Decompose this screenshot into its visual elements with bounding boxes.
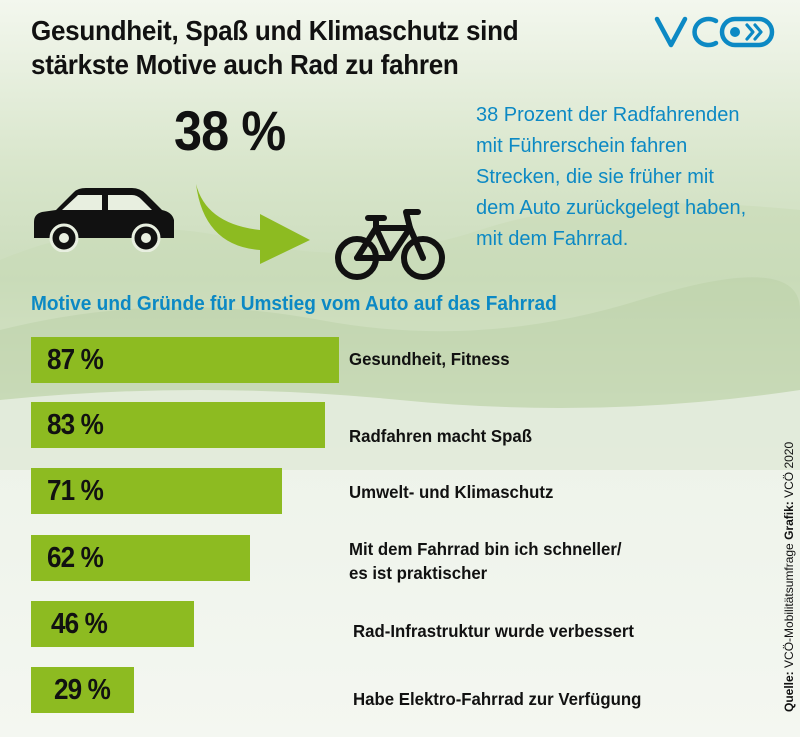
category-label: Rad-Infrastruktur wurde verbessert xyxy=(353,621,635,641)
car-icon xyxy=(34,188,174,252)
category-label: Habe Elektro-Fahrrad zur Verfügung xyxy=(353,689,642,709)
chart-title: Motive und Gründe für Umstieg vom Auto a… xyxy=(31,292,557,315)
title-line-2: stärkste Motive auch Rad zu fahren xyxy=(31,49,459,80)
bicycle-icon xyxy=(335,209,445,280)
bar-value-label: 71 % xyxy=(47,475,104,507)
bar-value-label: 62 % xyxy=(47,542,104,574)
vco-logo xyxy=(654,16,775,48)
headline-percentage: 38 % xyxy=(174,99,286,162)
note-line: mit dem Fahrrad. xyxy=(476,228,629,250)
bar-2 xyxy=(31,402,325,448)
note-line: Strecken, die sie früher mit xyxy=(476,166,714,188)
bar-value-label: 29 % xyxy=(54,674,111,706)
graphic-text: VCÖ 2020 xyxy=(782,441,796,498)
info-note: 38 Prozent der Radfahrenden mit Führersc… xyxy=(476,100,796,255)
bar-3 xyxy=(31,468,282,514)
source-text: VCÖ-Mobilitätsumfrage xyxy=(782,543,796,668)
note-line: 38 Prozent der Radfahrenden xyxy=(476,104,740,126)
bar-4 xyxy=(31,535,250,581)
bar-1 xyxy=(31,337,339,383)
note-line: mit Führerschein fahren xyxy=(476,135,688,157)
note-line: dem Auto zurückgelegt haben, xyxy=(476,197,747,219)
category-label: Gesundheit, Fitness xyxy=(349,349,510,369)
page-title: Gesundheit, Spaß und Klimaschutz sind st… xyxy=(31,14,589,82)
source-label: Quelle: xyxy=(782,671,796,712)
graphic-label: Grafik: xyxy=(782,501,796,540)
title-line-1: Gesundheit, Spaß und Klimaschutz sind xyxy=(31,15,519,46)
arrow-icon xyxy=(196,184,310,264)
source-credit: Quelle: VCÖ-Mobilitätsumfrage Grafik: VC… xyxy=(782,442,796,712)
category-label: Radfahren macht Spaß xyxy=(349,426,532,446)
bar-6 xyxy=(31,667,134,713)
bar-value-label: 46 % xyxy=(51,608,108,640)
category-label: Mit dem Fahrrad bin ich schneller/ es is… xyxy=(349,539,622,583)
bar-value-label: 87 % xyxy=(47,344,104,376)
bar-5 xyxy=(31,601,194,647)
bar-value-label: 83 % xyxy=(47,409,104,441)
category-label: Umwelt- und Klimaschutz xyxy=(349,482,554,502)
